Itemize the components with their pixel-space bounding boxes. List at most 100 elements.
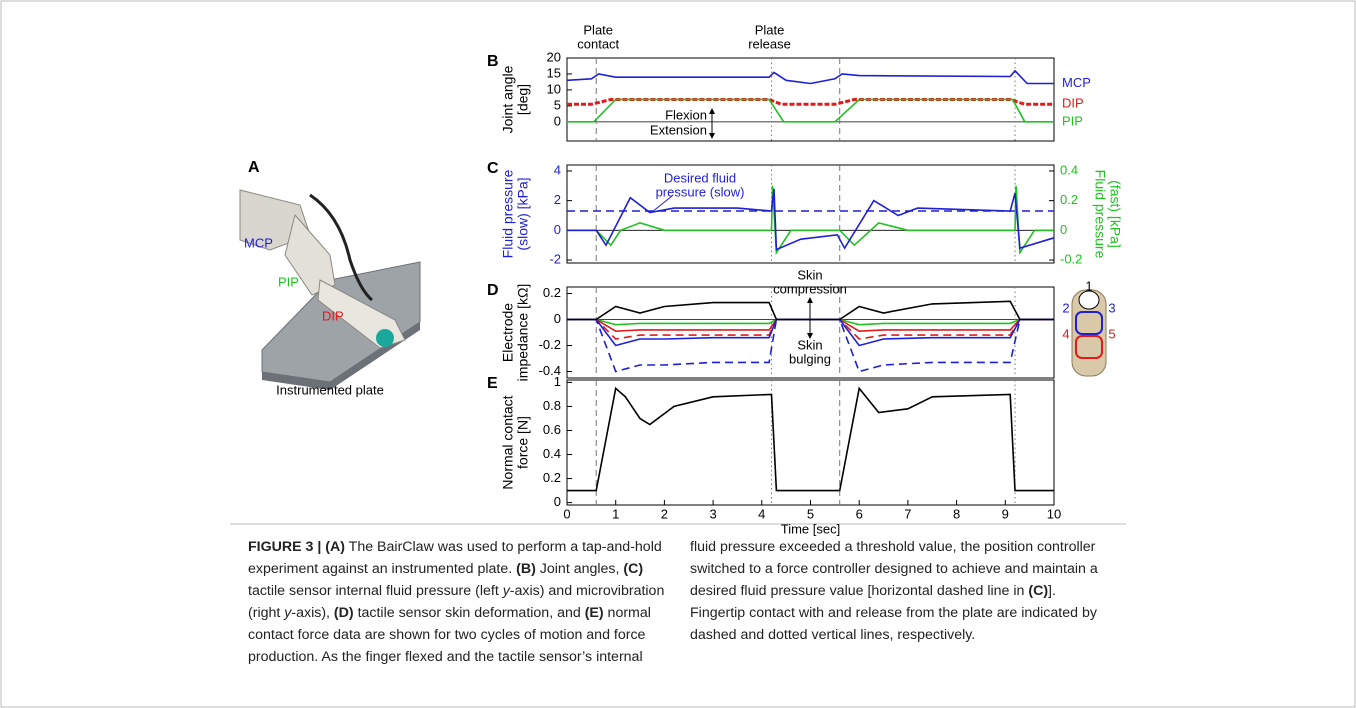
series-label: MCP <box>1062 75 1091 90</box>
joint-label: MCP <box>244 235 273 250</box>
annotation: compression <box>773 281 847 296</box>
panel-label: C <box>487 160 499 177</box>
caption-run: Joint angles, <box>535 561 624 577</box>
y-tick-label: 20 <box>547 49 561 64</box>
x-tick-label: 7 <box>904 506 911 521</box>
y-tick-label: 15 <box>547 65 561 80</box>
caption-run: y <box>502 583 510 599</box>
panel-label: B <box>487 53 499 70</box>
electrode-label: 3 <box>1108 300 1115 315</box>
panel-label: A <box>248 159 260 176</box>
y-tick-label: 0 <box>554 222 561 237</box>
series-line <box>567 318 1054 373</box>
plot-frame <box>566 57 1055 142</box>
y-tick-label: 2 <box>554 192 561 207</box>
caption-run: normal contact force data are shown for … <box>248 539 1098 665</box>
y-tick-label: 0 <box>554 113 561 128</box>
electrode <box>1075 311 1103 335</box>
electrode-label: 5 <box>1108 326 1115 341</box>
caption-run: tactile sensor skin deformation, and <box>353 605 585 621</box>
annotation: contact <box>577 36 619 51</box>
x-axis-label: Time [sec] <box>781 521 840 536</box>
annotation: Skin <box>797 337 822 352</box>
cable <box>309 193 374 302</box>
caption-run: y <box>284 605 292 621</box>
series-line <box>567 188 1055 251</box>
y-tick-label: 4 <box>554 162 561 177</box>
caption-run: (B) <box>516 561 536 577</box>
series-line <box>567 185 1054 256</box>
series-line <box>567 98 1054 123</box>
y-tick-label: 0.8 <box>543 398 561 413</box>
y-tick-label: 0.4 <box>543 446 561 461</box>
caption-run: (D) <box>333 605 354 621</box>
y-tick-label: 5 <box>554 97 561 112</box>
series-line <box>567 386 1054 492</box>
y2-tick-label: 0.2 <box>1060 192 1078 207</box>
y-axis-label: Electrode <box>500 303 516 362</box>
plot-frame <box>566 286 1055 379</box>
x-tick-label: 4 <box>758 506 765 521</box>
y-axis-label: force [N] <box>515 416 531 469</box>
electrode <box>1075 335 1103 359</box>
caption-run: The BairClaw was used to perform a tap-a… <box>248 539 662 577</box>
caption-run: tactile sensor internal fluid pressure (… <box>248 583 503 599</box>
caption-run: (C) <box>623 561 644 577</box>
y-tick-label: 0 <box>554 494 561 509</box>
y-axis-label: impedance [kΩ] <box>515 284 531 382</box>
x-tick-label: 5 <box>807 506 814 521</box>
sensor <box>376 329 394 347</box>
caption-run: -axis), <box>291 605 334 621</box>
photo: A MCP PIP DIP Instrumented plate <box>239 159 421 397</box>
caption-run: (E) <box>584 605 604 621</box>
plot-frame <box>566 164 1055 264</box>
annotation: Flexion <box>665 107 707 122</box>
y-tick-label: 0 <box>554 311 561 326</box>
annotation: Desired fluid <box>664 170 736 185</box>
y2-tick-label: 0.4 <box>1060 162 1078 177</box>
caption-run: -axis) and microvibration (right <box>248 583 665 621</box>
annotation: release <box>748 36 791 51</box>
plot-frame <box>566 379 1055 506</box>
plate-edge <box>262 322 420 390</box>
annotation: pressure (slow) <box>656 184 745 199</box>
x-tick-label: 1 <box>612 506 619 521</box>
electrode <box>1078 290 1100 310</box>
series-label: DIP <box>1062 96 1084 111</box>
x-tick-label: 10 <box>1047 506 1061 521</box>
y-tick-label: 1 <box>554 374 561 389</box>
y-tick-label: 10 <box>547 81 561 96</box>
x-tick-label: 0 <box>563 506 570 521</box>
plate-label: Instrumented plate <box>276 382 384 397</box>
y-axis-label: Fluid pressure <box>500 169 516 258</box>
annotation: Plate <box>583 22 613 37</box>
series-line <box>567 98 1054 106</box>
joint-label: PIP <box>278 274 299 289</box>
annotation: Skin <box>797 267 822 282</box>
series-label: PIP <box>1062 113 1083 128</box>
annotation: bulging <box>789 351 831 366</box>
series-line <box>566 69 1054 85</box>
electrode-label: 4 <box>1062 326 1069 341</box>
caption: FIGURE 3 | (A) The BairClaw was used to … <box>248 536 1110 668</box>
x-tick-label: 2 <box>661 506 668 521</box>
y-axis-label: Normal contact <box>500 395 516 489</box>
panel-label: E <box>487 375 498 392</box>
x-tick-label: 9 <box>1002 506 1009 521</box>
y2-tick-label: 0 <box>1060 222 1067 237</box>
y-tick-label: 0.2 <box>543 285 561 300</box>
y2-tick-label: -0.2 <box>1060 251 1082 266</box>
panel-label: D <box>487 282 499 299</box>
x-tick-label: 8 <box>953 506 960 521</box>
caption-run: FIGURE 3 | (A) <box>248 539 345 555</box>
electrode-label: 2 <box>1062 300 1069 315</box>
y-tick-label: -0.4 <box>539 363 561 378</box>
arrow <box>651 195 673 213</box>
electrode-label: 1 <box>1085 278 1092 293</box>
y-tick-label: -0.2 <box>539 337 561 352</box>
x-tick-label: 3 <box>709 506 716 521</box>
y2-axis-label: (fast) [kPa] <box>1107 180 1123 248</box>
annotation: Extension <box>650 122 707 137</box>
y-axis-label: Joint angle <box>500 65 516 133</box>
